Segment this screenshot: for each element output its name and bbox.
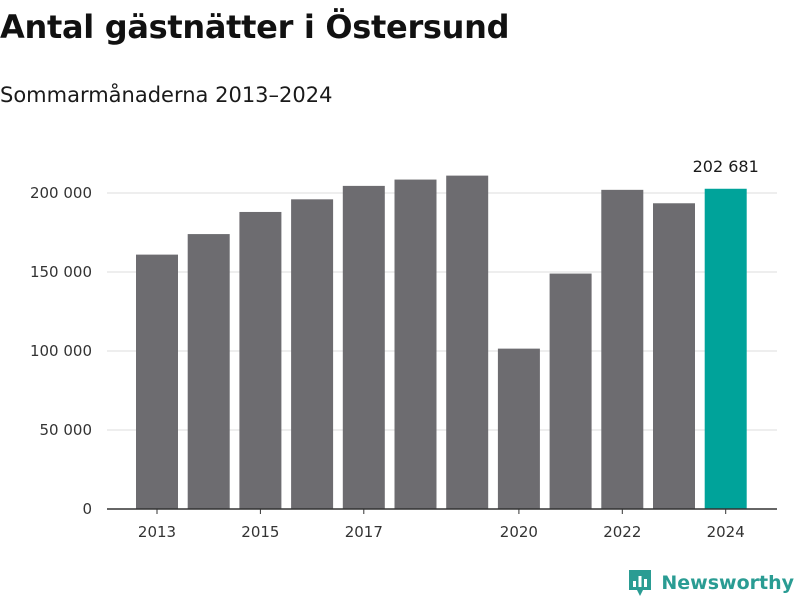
x-tick-label: 2013 xyxy=(138,523,176,541)
brand-name: Newsworthy xyxy=(661,572,794,594)
brand: Newsworthy xyxy=(627,568,794,598)
bar-2022 xyxy=(601,189,644,509)
bar-2014 xyxy=(187,234,230,509)
bar-2023 xyxy=(653,203,695,509)
x-tick-label: 2022 xyxy=(603,523,641,541)
labels: 0 50 000 100 000 150 000 200 000 2013 2015 2017… xyxy=(30,157,759,541)
x-tick-label: 2024 xyxy=(707,523,745,541)
bar-2020 xyxy=(497,348,540,509)
axes xyxy=(107,508,777,514)
x-tick-label: 2020 xyxy=(500,523,538,541)
bar-2013 xyxy=(136,254,178,509)
chart-subtitle: Sommarmånaderna 2013–2024 xyxy=(0,83,333,107)
bar-2019 xyxy=(446,175,489,509)
x-tick-label: 2015 xyxy=(241,523,279,541)
bar-2017 xyxy=(342,185,385,509)
chart-title: Antal gästnätter i Östersund xyxy=(0,8,510,46)
bar-2016 xyxy=(291,199,334,509)
y-tick-label: 0 xyxy=(82,500,92,518)
bar-2024 xyxy=(704,188,747,509)
newsworthy-logo-icon xyxy=(629,570,652,596)
data-label-2024: 202 681 xyxy=(693,157,759,176)
bars xyxy=(136,175,747,509)
x-tick-label: 2017 xyxy=(345,523,383,541)
y-tick-label: 100 000 xyxy=(30,342,92,360)
y-tick-label: 50 000 xyxy=(40,421,93,439)
bar-2021 xyxy=(549,273,592,509)
y-tick-label: 150 000 xyxy=(30,263,92,281)
bar-2015 xyxy=(239,211,282,509)
y-tick-label: 200 000 xyxy=(30,184,92,202)
bar-2018 xyxy=(394,179,437,509)
